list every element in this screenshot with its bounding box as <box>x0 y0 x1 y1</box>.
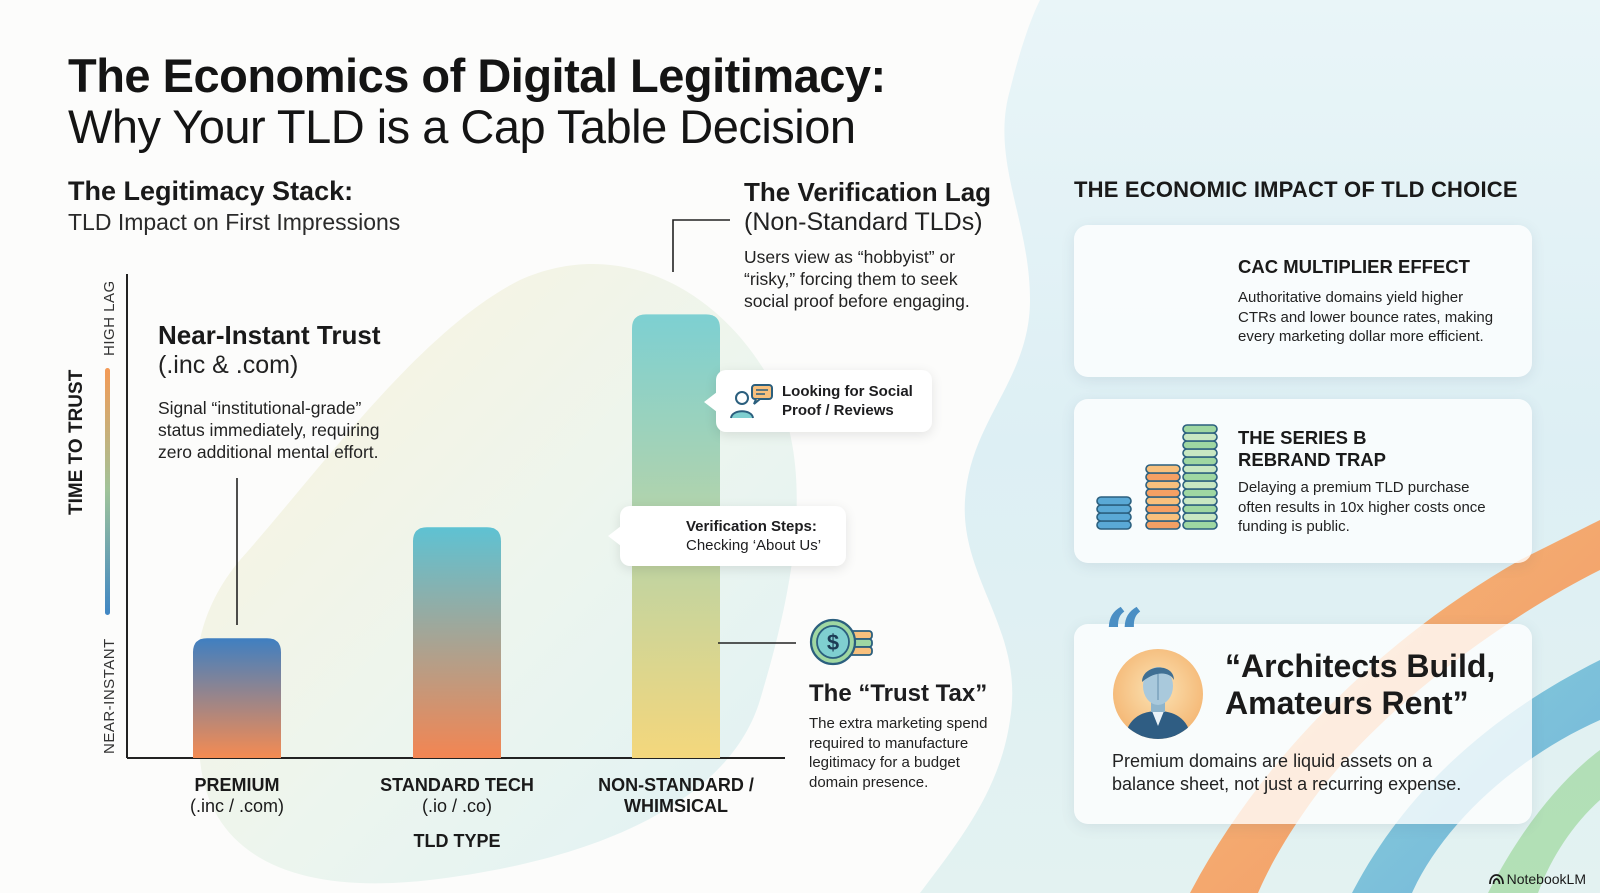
lag-annotation-title: The Verification Lag <box>744 177 992 207</box>
coin-green-8 <box>1182 456 1218 466</box>
impact-heading: THE ECONOMIC IMPACT OF TLD CHOICE <box>1074 177 1518 202</box>
coin-orange-6 <box>1145 472 1181 482</box>
coin-green-6 <box>1182 472 1218 482</box>
coin-green-3 <box>1182 496 1218 506</box>
trust-annotation-text: Signal “institutional-grade” status imme… <box>158 398 380 462</box>
brand-footer: NotebookLM <box>1488 871 1586 887</box>
social-proof-bubble: Looking for Social Proof / Reviews <box>704 370 932 432</box>
brand-name: NotebookLM <box>1506 871 1586 887</box>
quote-body-line1: Premium domains are liquid assets on a <box>1112 751 1433 771</box>
coin-blue-1 <box>1096 512 1132 522</box>
trust-tax-text: The extra marketing spend required to ma… <box>809 715 988 791</box>
coin-green-2 <box>1182 504 1218 514</box>
cac-multiplier-card: CAC MULTIPLIER EFFECT Authoritative doma… <box>1074 225 1532 377</box>
coin-green-12 <box>1182 424 1218 434</box>
page-title: The Economics of Digital Legitimacy: <box>68 49 886 102</box>
coin-green-7 <box>1182 464 1218 474</box>
page-subtitle: Why Your TLD is a Cap Table Decision <box>68 100 856 153</box>
coin-blue-3 <box>1096 496 1132 506</box>
chart-subtitle: TLD Impact on First Impressions <box>68 209 401 235</box>
verify-bubble-line2: Checking ‘About Us’ <box>686 537 822 554</box>
lag-annotation-subtitle: (Non-Standard TLDs) <box>744 208 983 236</box>
trust-annotation-subtitle: (.inc & .com) <box>158 351 299 379</box>
quote-card: “ “Architects Build, Amateurs Rent” Prem… <box>1074 600 1532 824</box>
series-b-card: THE SERIES B REBRAND TRAP Delaying a pre… <box>1074 399 1532 563</box>
quote-line1: “Architects Build, <box>1225 648 1496 684</box>
seriesb-card-title-line1: THE SERIES B <box>1238 427 1367 448</box>
trust-annotation-title: Near-Instant Trust <box>158 320 381 350</box>
seriesb-card-text: Delaying a premium TLD purchase often re… <box>1238 479 1486 535</box>
coin-orange-0 <box>1145 520 1181 530</box>
coin-orange-2 <box>1145 504 1181 514</box>
svg-text:$: $ <box>827 630 839 655</box>
coin-orange-3 <box>1145 496 1181 506</box>
coin-orange-4 <box>1145 488 1181 498</box>
social-bubble-line2: Proof / Reviews <box>782 402 894 419</box>
verification-steps-bubble: Verification Steps: Checking ‘About Us’ <box>608 506 846 566</box>
trust-tax-title: The “Trust Tax” <box>809 680 988 707</box>
coin-blue-0 <box>1096 520 1132 530</box>
coin-orange-5 <box>1145 480 1181 490</box>
quote-line2: Amateurs Rent” <box>1225 685 1469 721</box>
coin-green-11 <box>1182 432 1218 442</box>
verify-bubble-line1: Verification Steps: <box>686 518 817 535</box>
coin-stacks-icon <box>1096 424 1218 530</box>
coin-green-1 <box>1182 512 1218 522</box>
person-chat-icon <box>730 384 773 419</box>
social-bubble-line1: Looking for Social <box>782 383 913 400</box>
cac-card-title: CAC MULTIPLIER EFFECT <box>1238 256 1470 277</box>
coin-green-10 <box>1182 440 1218 450</box>
dollar-coins-icon: $ <box>809 618 873 666</box>
chart-title: The Legitimacy Stack: <box>68 176 354 206</box>
coin-green-5 <box>1182 480 1218 490</box>
quote-body-line2: balance sheet, not just a recurring expe… <box>1112 774 1462 794</box>
coin-green-0 <box>1182 520 1218 530</box>
architect-avatar-icon <box>1113 649 1203 739</box>
coin-orange-1 <box>1145 512 1181 522</box>
coin-green-9 <box>1182 448 1218 458</box>
seriesb-card-title-line2: REBRAND TRAP <box>1238 449 1386 470</box>
notebooklm-logo-icon <box>1488 874 1504 885</box>
coin-green-4 <box>1182 488 1218 498</box>
cac-card-text: Authoritative domains yield higher CTRs … <box>1238 289 1494 345</box>
coin-orange-7 <box>1145 464 1181 474</box>
coin-blue-2 <box>1096 504 1132 514</box>
lag-annotation-text: Users view as “hobbyist” or “risky,” for… <box>744 247 970 311</box>
